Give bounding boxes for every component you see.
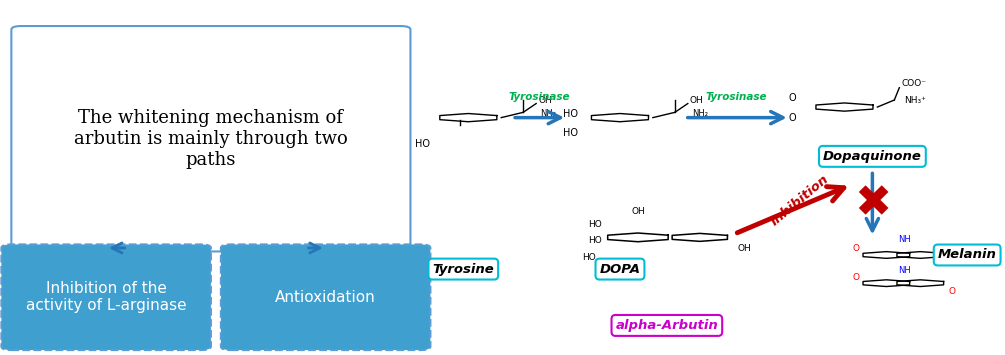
Text: OH: OH [738, 244, 752, 253]
Text: Dopaquinone: Dopaquinone [823, 150, 922, 163]
Text: DOPA: DOPA [599, 263, 640, 275]
Text: HO: HO [588, 236, 602, 245]
Text: O: O [853, 273, 860, 282]
Text: Inhibition of the
activity of L-arginase: Inhibition of the activity of L-arginase [26, 281, 187, 313]
Text: O: O [949, 257, 956, 267]
Text: O: O [789, 93, 797, 103]
Text: Antioxidation: Antioxidation [275, 290, 376, 305]
Text: alpha-Arbutin: alpha-Arbutin [615, 319, 719, 332]
FancyBboxPatch shape [1, 245, 211, 350]
Text: O: O [949, 288, 956, 296]
Text: NH₂: NH₂ [691, 109, 708, 118]
Text: HO: HO [563, 129, 578, 138]
Text: COO⁻: COO⁻ [901, 78, 927, 88]
Text: Inhibition: Inhibition [768, 173, 831, 228]
FancyBboxPatch shape [221, 245, 430, 350]
Text: Tyrosinase: Tyrosinase [509, 92, 570, 102]
Text: HO: HO [588, 220, 602, 229]
Text: HO: HO [563, 109, 578, 119]
Text: O: O [853, 244, 860, 253]
Text: OH: OH [538, 95, 552, 104]
Text: Tyrosinase: Tyrosinase [706, 92, 768, 102]
Text: NH: NH [897, 266, 911, 275]
Text: Tyrosine: Tyrosine [432, 263, 494, 275]
Text: NH: NH [897, 235, 911, 244]
Text: HO: HO [582, 253, 596, 262]
Text: O: O [789, 113, 797, 122]
Text: Melanin: Melanin [938, 248, 997, 262]
FancyBboxPatch shape [11, 26, 410, 251]
Text: The whitening mechanism of
arbutin is mainly through two
paths: The whitening mechanism of arbutin is ma… [74, 109, 348, 169]
Text: OH: OH [689, 95, 704, 104]
Text: OH: OH [631, 207, 645, 217]
Text: ✖: ✖ [854, 182, 891, 225]
Text: NH₂: NH₂ [540, 109, 556, 118]
Text: NH₃⁺: NH₃⁺ [904, 96, 927, 105]
Text: HO: HO [415, 139, 430, 149]
